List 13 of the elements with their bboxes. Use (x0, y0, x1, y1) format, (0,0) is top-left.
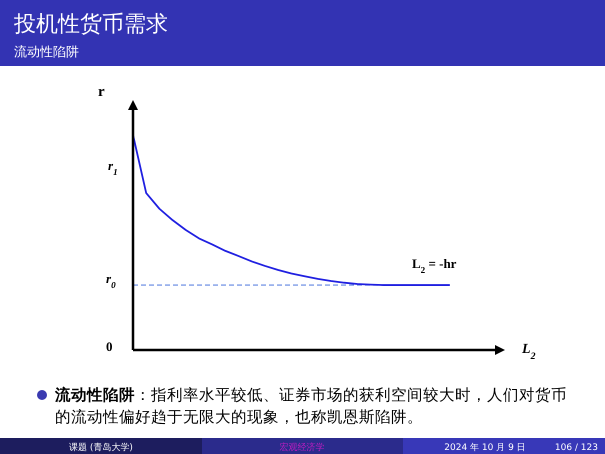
ref-line-label: r$_{0}$ (106, 271, 116, 290)
text: 2024 年 10 月 9 日 (444, 442, 526, 453)
text: 宏观经济学 (280, 442, 324, 453)
y-axis-title: r (98, 84, 105, 100)
annotation: L$_{2}$ = -hr (412, 256, 457, 275)
text: 流动性陷阱：指利率水平较低、证券市场的获利空间较大时，人们对货币的流动性偏好趋于无限大的现象，也称凯恩斯陷阱。 (55, 386, 567, 426)
text: r$_{1}$ (108, 158, 118, 177)
chart-subtitle: 流动性陷阱 (14, 44, 79, 60)
text: 0 (106, 339, 112, 354)
text: 课题 (青岛大学) (69, 442, 133, 453)
text: L$_{2}$ (521, 342, 536, 362)
text: 106 / 123 (554, 443, 598, 453)
chart-title: 投机性货币需求 (13, 12, 168, 37)
